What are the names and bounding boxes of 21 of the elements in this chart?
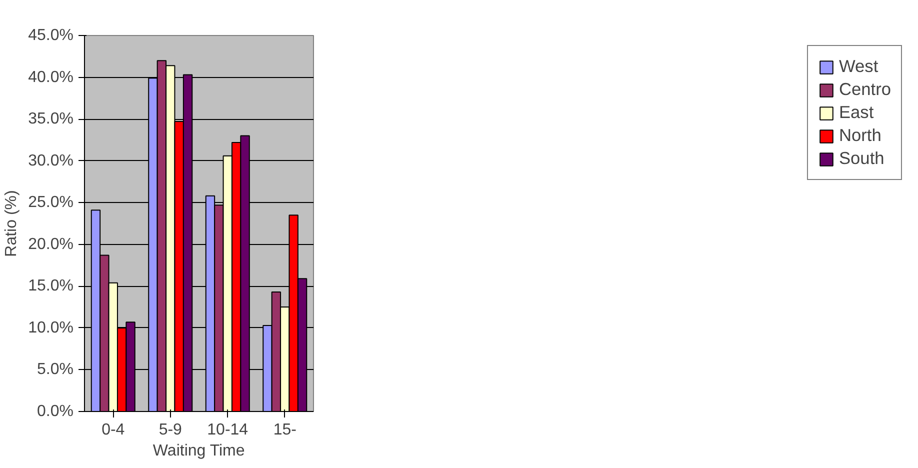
legend-label: South bbox=[838, 148, 884, 169]
x-tick-label: 5-9 bbox=[158, 422, 182, 438]
legend-label: Centro bbox=[838, 79, 891, 100]
y-tick-label: 20.0% bbox=[28, 236, 74, 253]
legend-label: West bbox=[838, 56, 878, 77]
y-tick-label: 35.0% bbox=[28, 110, 74, 128]
y-tick-label: 25.0% bbox=[28, 194, 74, 212]
y-tick-label: 15.0% bbox=[28, 278, 74, 295]
x-tick-label: 15- bbox=[273, 422, 296, 438]
y-tick-label: 45.0% bbox=[28, 27, 74, 44]
y-tick-label: 0.0% bbox=[37, 403, 74, 420]
x-tick-label: 0-4 bbox=[102, 422, 125, 438]
y-axis-title: Ratio (%) bbox=[3, 190, 20, 257]
x-tick-label: 10-14 bbox=[207, 422, 248, 438]
y-tick-label: 5.0% bbox=[37, 361, 74, 378]
y-tick-label: 30.0% bbox=[28, 152, 74, 170]
legend-label: East bbox=[838, 102, 874, 123]
legend-label: North bbox=[838, 125, 882, 146]
y-tick-label: 40.0% bbox=[28, 68, 74, 86]
y-tick-label: 10.0% bbox=[28, 319, 74, 336]
x-axis-title: Waiting Time bbox=[152, 442, 245, 460]
